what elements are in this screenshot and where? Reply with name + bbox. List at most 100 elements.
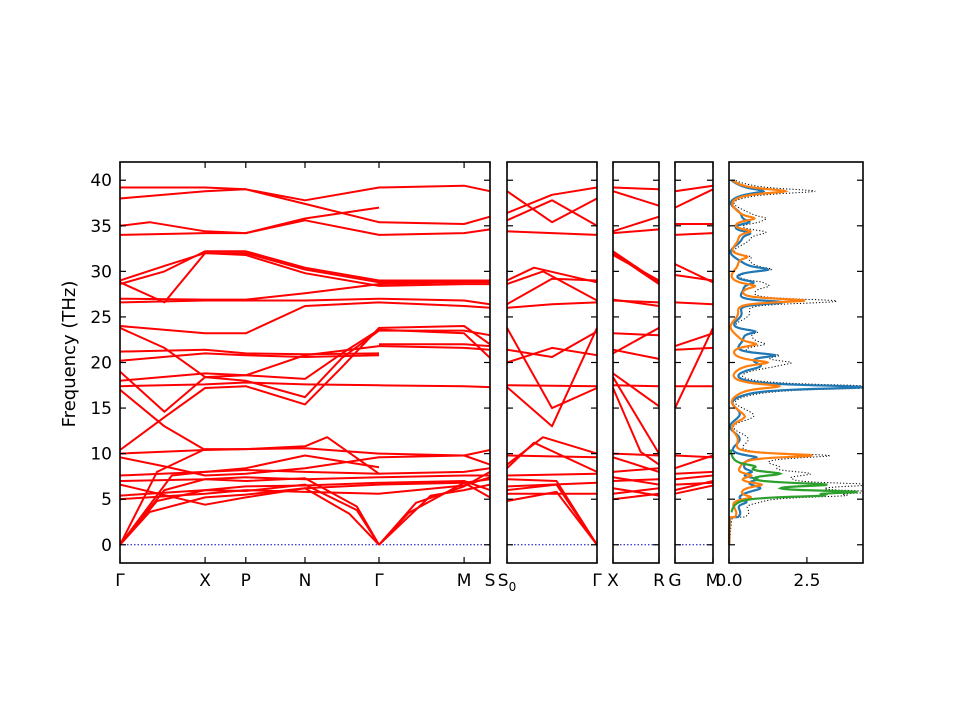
y-tick-label: 30	[90, 262, 112, 282]
band-15	[674, 232, 714, 236]
dos-x-tick-label: 0.0	[715, 571, 742, 591]
band-6	[506, 472, 598, 477]
dos-partial-curve-2	[728, 179, 813, 545]
band-13	[612, 327, 660, 355]
dos-panel: 0.0 2.5	[715, 161, 864, 591]
band-10	[506, 327, 598, 428]
x-tick-label: X	[607, 571, 619, 591]
band-5	[506, 481, 598, 488]
x-tick-label: Γ	[374, 571, 384, 591]
x-tick-label: N	[299, 571, 312, 591]
band-13	[506, 346, 598, 364]
band-15	[612, 332, 660, 337]
x-tick-label: Γ	[592, 571, 602, 591]
dos-partial-curve-3	[729, 449, 858, 513]
y-tick-label: 10	[90, 445, 112, 465]
band-33	[120, 184, 491, 202]
band-4	[674, 474, 714, 481]
band-12	[674, 301, 714, 306]
band-19	[119, 381, 491, 389]
band-1	[506, 490, 598, 546]
band-14	[612, 348, 660, 360]
x-tick-label: S	[485, 571, 496, 591]
x-tick-label: Γ	[115, 571, 125, 591]
band-5	[612, 476, 660, 486]
band-7	[612, 456, 660, 473]
panel-2: S0 Γ	[498, 161, 602, 594]
band-3	[612, 487, 660, 497]
y-tick-label: 15	[90, 399, 112, 419]
band-7	[506, 441, 598, 473]
band-8	[506, 454, 598, 459]
band-10	[119, 480, 491, 497]
band-7	[674, 454, 714, 459]
y-axis-label: Frequency (THz)	[59, 281, 80, 428]
band-12	[506, 330, 598, 358]
band-13	[119, 467, 491, 477]
band-22	[119, 348, 380, 356]
x-tick-label: X	[199, 571, 211, 591]
band-31	[119, 206, 380, 235]
dos-partial-curve-1	[728, 179, 864, 545]
band-8	[378, 483, 491, 546]
y-tick-label: 0	[101, 536, 112, 556]
band-11	[612, 384, 660, 388]
band-11	[119, 481, 491, 506]
band-17	[612, 298, 660, 307]
band-21	[506, 186, 598, 214]
band-20	[612, 254, 660, 282]
band-9	[612, 387, 660, 466]
band-12	[612, 372, 660, 408]
band-5	[674, 470, 714, 475]
band-12	[119, 474, 490, 482]
x-tick-label: M	[457, 571, 472, 591]
band-17	[674, 188, 714, 209]
band-15	[506, 301, 598, 309]
band-21	[612, 228, 660, 235]
band-24	[612, 186, 660, 191]
band-14	[674, 274, 714, 282]
band-3	[674, 481, 714, 486]
band-19	[506, 230, 598, 236]
band-28	[119, 250, 490, 286]
band-22	[612, 215, 660, 233]
band-1	[119, 487, 380, 546]
band-23	[119, 326, 491, 379]
band-17	[506, 266, 598, 284]
band-9	[119, 476, 491, 501]
band-11	[506, 327, 598, 410]
panel-frame	[612, 161, 660, 564]
band-17	[119, 325, 491, 451]
band-9	[506, 436, 598, 466]
band-18	[119, 329, 491, 413]
band-8	[612, 452, 660, 457]
band-29	[119, 252, 490, 304]
band-10	[612, 376, 660, 455]
band-1	[674, 484, 714, 495]
y-tick-label: 35	[90, 217, 112, 237]
band-16	[506, 270, 598, 302]
y-tick-label: 25	[90, 308, 112, 328]
band-22	[506, 190, 598, 224]
x-tick-label: M	[706, 571, 721, 591]
band-27	[119, 252, 490, 284]
band-34	[379, 343, 491, 348]
dos-x-tick-label: 2.5	[793, 571, 820, 591]
y-tick-label: 40	[90, 171, 112, 191]
x-tick-label: G	[668, 571, 681, 591]
y-tick-label: 5	[101, 490, 112, 510]
band-14	[506, 384, 598, 388]
y-tick-label: 20	[90, 354, 112, 374]
band-23	[612, 190, 660, 207]
band-11	[674, 332, 714, 348]
band-3	[119, 477, 380, 546]
band-20	[506, 199, 598, 227]
band-8	[674, 327, 714, 409]
band-32	[119, 188, 491, 225]
band-3	[506, 478, 598, 546]
band-16	[119, 389, 206, 451]
band-20	[119, 328, 491, 382]
